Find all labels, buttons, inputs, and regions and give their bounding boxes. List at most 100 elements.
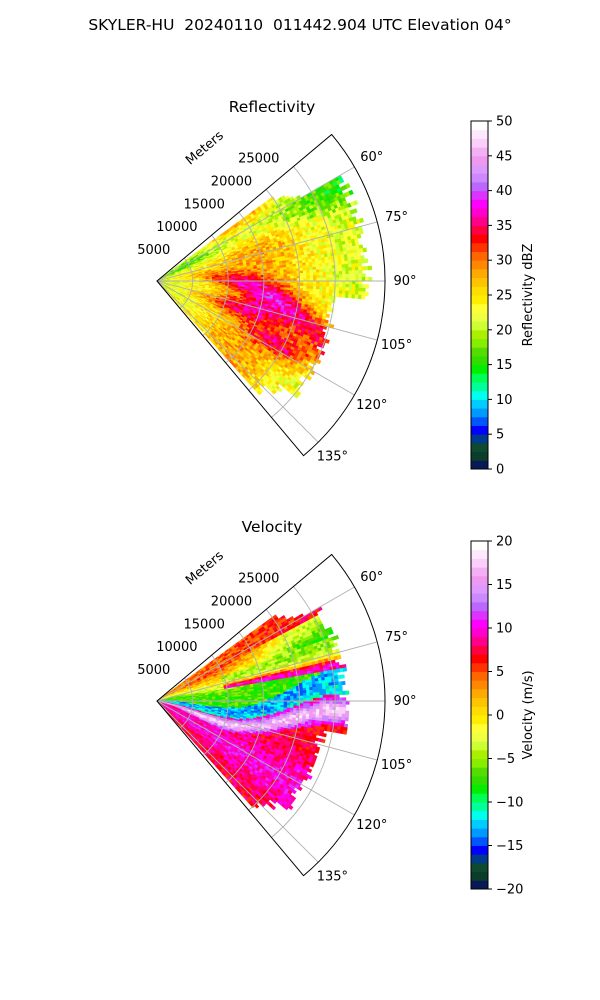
colorbar-swatch <box>471 706 488 716</box>
angle-tick-label: 60° <box>360 150 383 165</box>
colorbar-label: Velocity (m/s) <box>521 670 536 759</box>
colorbar-swatch <box>471 347 488 357</box>
colorbar-swatch <box>471 871 488 881</box>
colorbar-swatch <box>471 173 488 183</box>
colorbar-tick-label: 15 <box>496 358 513 373</box>
angle-tick-label: 120° <box>356 398 387 413</box>
colorbar-swatch <box>471 208 488 218</box>
colorbar-tick-label: 20 <box>496 535 513 550</box>
colorbar-swatch <box>471 382 488 392</box>
data-field <box>156 174 373 399</box>
colorbar-swatch <box>471 758 488 768</box>
colorbar-swatch <box>471 355 488 366</box>
colorbar-swatch <box>471 601 488 612</box>
colorbar-swatch <box>471 619 488 629</box>
colorbar-tick-label: 45 <box>496 149 513 164</box>
range-tick-label: 25000 <box>238 152 279 167</box>
sector-frame <box>156 553 386 877</box>
angle-tick-label: 90° <box>393 694 416 709</box>
colorbar-swatch <box>471 741 488 751</box>
colorbar-swatch <box>471 199 488 209</box>
colorbar-tick-label: 25 <box>496 289 513 304</box>
colorbar-swatch <box>471 277 488 287</box>
colorbar-swatch <box>471 216 488 226</box>
colorbar: −20 −15 −10 −5 0 5 10 15 20 Velocity (m/s) <box>470 535 536 898</box>
colorbar-swatch <box>471 242 488 252</box>
colorbar-tick-label: 5 <box>496 665 504 680</box>
colorbar-swatch <box>471 251 488 261</box>
range-tick-label: 10000 <box>156 640 197 655</box>
velocity-panel: Velocity 60° 75° 90° 105° 120° 135° 5000 10000 15… <box>137 518 536 898</box>
range-tick-label: 20000 <box>211 594 252 609</box>
colorbar-swatch <box>471 688 488 699</box>
colorbar-swatch <box>471 460 488 470</box>
colorbar-swatch <box>471 312 488 322</box>
colorbar-swatch <box>471 373 488 383</box>
colorbar-swatch <box>471 541 488 551</box>
colorbar-swatch <box>471 628 488 638</box>
colorbar-swatch <box>471 662 488 672</box>
data-field <box>156 606 350 811</box>
angle-tick-label: 120° <box>356 818 387 833</box>
colorbar-tick-label: −5 <box>496 752 515 767</box>
range-tick-label: 15000 <box>184 617 225 632</box>
colorbar-swatch <box>471 303 488 313</box>
sector-frame <box>156 133 386 457</box>
colorbar-swatch <box>471 164 488 174</box>
range-tick-label: 5000 <box>137 243 170 258</box>
colorbar-swatch <box>471 819 488 829</box>
colorbar-swatch <box>471 775 488 786</box>
colorbar-swatch <box>471 234 488 244</box>
colorbar-swatch <box>471 575 488 585</box>
colorbar-swatch <box>471 654 488 664</box>
range-tick-label: 25000 <box>238 572 279 587</box>
colorbar-swatch <box>471 593 488 603</box>
colorbar-swatch <box>471 567 488 577</box>
page-title: SKYLER-HU 20240110 011442.904 UTC Elevat… <box>88 16 512 34</box>
colorbar-tick-label: 10 <box>496 393 513 408</box>
colorbar-tick-label: 10 <box>496 622 513 637</box>
colorbar-swatch <box>471 147 488 157</box>
angle-tick-label: 135° <box>317 449 348 464</box>
range-tick-label: 10000 <box>156 220 197 235</box>
panel-title: Reflectivity <box>229 98 316 116</box>
range-axis-label: Meters <box>183 128 227 168</box>
colorbar-swatch <box>471 854 488 864</box>
polar-grid <box>156 586 385 863</box>
colorbar-swatch <box>471 767 488 777</box>
colorbar-swatch <box>471 802 488 812</box>
colorbar-swatch <box>471 295 488 305</box>
colorbar-tick-label: 30 <box>496 254 513 269</box>
colorbar-swatch <box>471 390 488 400</box>
angle-tick-label: 60° <box>360 570 383 585</box>
angle-tick-label: 75° <box>385 210 408 225</box>
colorbar-tick-label: −10 <box>496 796 523 811</box>
reflectivity-panel: Reflectivity60°75°90°105°120°135°5000100… <box>137 98 536 478</box>
colorbar-swatch <box>471 190 488 200</box>
colorbar-tick-label: 35 <box>496 219 513 234</box>
colorbar-swatch <box>471 286 488 296</box>
colorbar-swatch <box>471 121 488 131</box>
range-tick-label: 15000 <box>184 197 225 212</box>
colorbar-tick-label: 0 <box>496 709 504 724</box>
colorbar-swatch <box>471 225 488 235</box>
polar-grid <box>156 166 385 443</box>
colorbar-swatch <box>471 138 488 148</box>
colorbar-swatch <box>471 425 488 435</box>
colorbar-swatch <box>471 828 488 838</box>
colorbar-tick-label: 0 <box>496 463 504 478</box>
angle-tick-label: 90° <box>393 274 416 289</box>
colorbar-tick-label: 20 <box>496 323 513 338</box>
angle-tick-label: 135° <box>317 869 348 884</box>
colorbar-swatch <box>471 715 488 725</box>
colorbar: 0 5 10 15 20 25 30 35 40 45 50 Reflectivity dBZ <box>470 115 536 478</box>
angle-tick-label: 75° <box>385 630 408 645</box>
colorbar-swatch <box>471 671 488 681</box>
colorbar-swatch <box>471 636 488 646</box>
colorbar-swatch <box>471 549 488 559</box>
colorbar-swatch <box>471 451 488 461</box>
colorbar-swatch <box>471 862 488 873</box>
colorbar-swatch <box>471 364 488 374</box>
colorbar-tick-label: 5 <box>496 428 504 443</box>
angle-tick-label: 105° <box>381 338 412 353</box>
